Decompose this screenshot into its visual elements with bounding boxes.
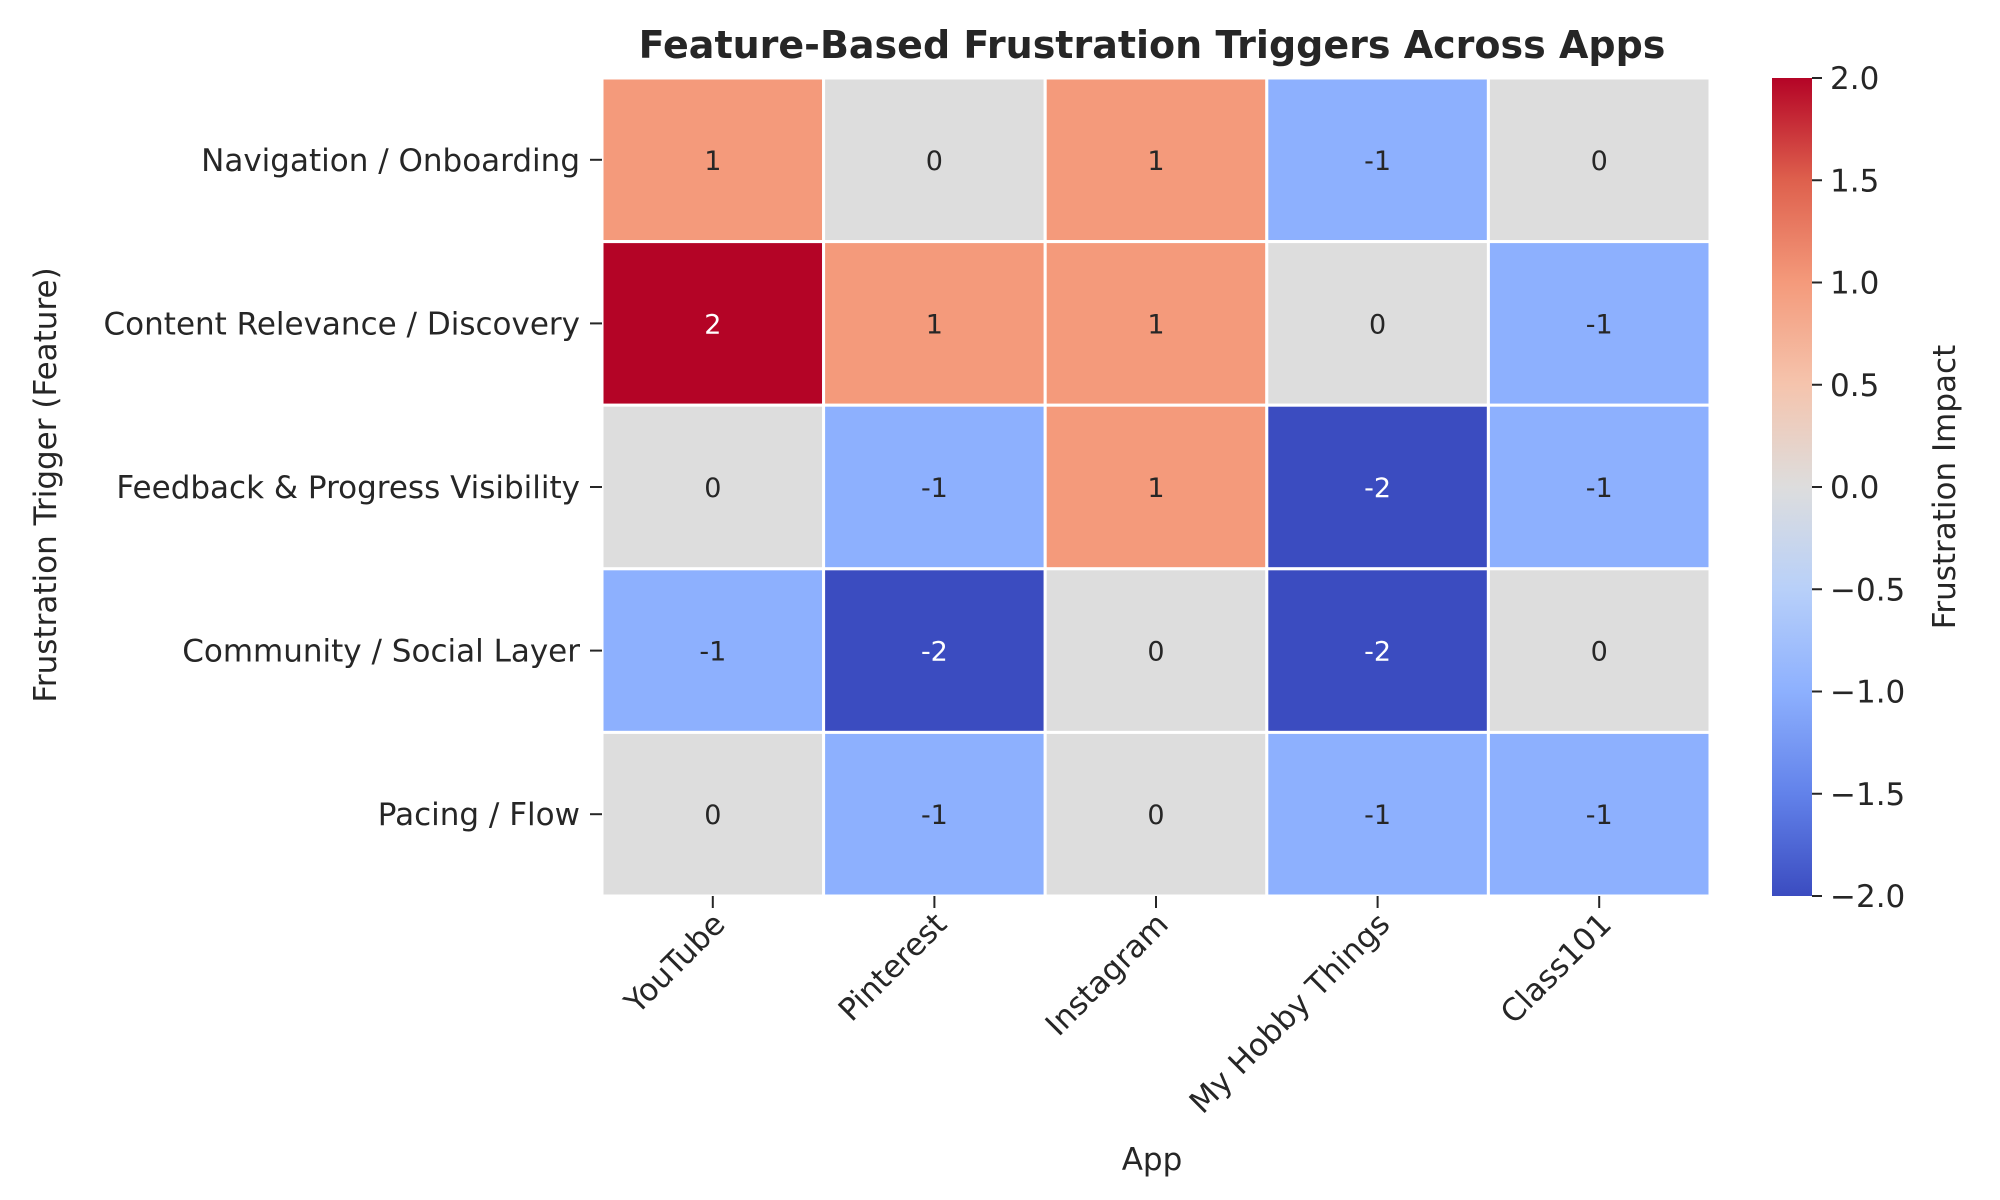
x-axis-label: App bbox=[1122, 1142, 1183, 1178]
colorbar-label: Frustration Impact bbox=[1927, 345, 1963, 629]
colorbar-tick-label: −1.5 bbox=[1830, 777, 1905, 813]
colorbar-tick-label: 0.5 bbox=[1830, 368, 1879, 404]
heatmap-cells: 1 0 1 -1 0 2 1 1 0 -1 0 -1 1 -2 -1 -1 -2 0 -2 0 0 -1 0 -1 -1 bbox=[600, 76, 1712, 898]
cell-value-label: 1 bbox=[1147, 309, 1164, 340]
heatmap-cell bbox=[1486, 730, 1712, 898]
colorbar-tick-label: 0.0 bbox=[1830, 470, 1879, 506]
colorbar-tick-label: 2.0 bbox=[1830, 61, 1879, 97]
column-tick-label: Pinterest bbox=[832, 906, 954, 1028]
column-tick-label: Class101 bbox=[1494, 906, 1619, 1031]
heatmap-cell bbox=[822, 567, 1047, 734]
column-tick-label: YouTube bbox=[617, 906, 732, 1021]
heatmap-cell bbox=[600, 730, 826, 898]
row-tick-label: Community / Social Layer bbox=[182, 634, 580, 670]
cell-value-label: 2 bbox=[704, 309, 721, 340]
cell-value-label: 0 bbox=[1591, 146, 1608, 177]
cell-value-label: 0 bbox=[926, 146, 943, 177]
row-tick-label: Content Relevance / Discovery bbox=[104, 306, 580, 342]
row-tick-labels: Navigation / Onboarding Content Relevance… bbox=[104, 143, 602, 833]
chart-title: Feature-Based Frustration Triggers Acros… bbox=[639, 23, 1666, 67]
heatmap-cell bbox=[822, 403, 1047, 571]
colorbar-tick-label: −1.0 bbox=[1830, 675, 1905, 711]
colorbar bbox=[1772, 78, 1812, 896]
heatmap-cell bbox=[1043, 76, 1269, 244]
row-tick-label: Pacing / Flow bbox=[378, 797, 580, 833]
y-axis-label: Frustration Trigger (Feature) bbox=[28, 267, 64, 702]
cell-value-label: 1 bbox=[1147, 146, 1164, 177]
cell-value-label: -2 bbox=[1364, 637, 1391, 668]
cell-value-label: 0 bbox=[1369, 309, 1386, 340]
cell-value-label: -1 bbox=[699, 637, 726, 668]
cell-value-label: -1 bbox=[1586, 309, 1613, 340]
heatmap-cell bbox=[1043, 240, 1269, 407]
row-tick-label: Feedback & Progress Visibility bbox=[116, 470, 580, 506]
colorbar-tick-label: 1.5 bbox=[1830, 163, 1879, 199]
cell-value-label: 1 bbox=[1147, 473, 1164, 504]
cell-value-label: 0 bbox=[1147, 637, 1164, 668]
column-tick-label: My Hobby Things bbox=[1183, 906, 1398, 1121]
cell-value-label: 0 bbox=[704, 800, 721, 831]
colorbar-tick-label: 1.0 bbox=[1830, 266, 1879, 302]
column-tick-label: Instagram bbox=[1039, 906, 1176, 1043]
cell-value-label: -1 bbox=[1364, 800, 1391, 831]
colorbar-tick-label: −2.0 bbox=[1830, 879, 1905, 915]
cell-value-label: -1 bbox=[1586, 800, 1613, 831]
cell-value-label: 0 bbox=[1591, 637, 1608, 668]
cell-value-label: -1 bbox=[921, 473, 948, 504]
heatmap-cell bbox=[1043, 730, 1269, 898]
column-tick-labels: YouTube Pinterest Instagram My Hobby Things… bbox=[617, 896, 1619, 1121]
colorbar-ticks: 2.0 1.5 1.0 0.5 0.0 −0.5 −1.0 −1.5 −2.0 bbox=[1812, 61, 1905, 915]
heatmap-cell bbox=[822, 730, 1047, 898]
heatmap-cell bbox=[1486, 567, 1712, 734]
row-tick-label: Navigation / Onboarding bbox=[201, 143, 580, 179]
heatmap-cell bbox=[822, 76, 1047, 244]
cell-value-label: -2 bbox=[1364, 473, 1391, 504]
cell-value-label: -1 bbox=[1364, 146, 1391, 177]
cell-value-label: -2 bbox=[921, 637, 948, 668]
cell-value-label: 1 bbox=[704, 146, 721, 177]
cell-value-label: -1 bbox=[1586, 473, 1613, 504]
cell-value-label: 1 bbox=[926, 309, 943, 340]
cell-value-label: 0 bbox=[1147, 800, 1164, 831]
colorbar-tick-label: −0.5 bbox=[1830, 572, 1905, 608]
cell-value-label: 0 bbox=[704, 473, 721, 504]
cell-value-label: -1 bbox=[921, 800, 948, 831]
heatmap-cell bbox=[1265, 403, 1490, 571]
heatmap-cell bbox=[1043, 567, 1269, 734]
heatmap-cell bbox=[600, 76, 826, 244]
heatmap-cell bbox=[1265, 76, 1490, 244]
heatmap-cell bbox=[1486, 240, 1712, 407]
heatmap-cell bbox=[1265, 567, 1490, 734]
